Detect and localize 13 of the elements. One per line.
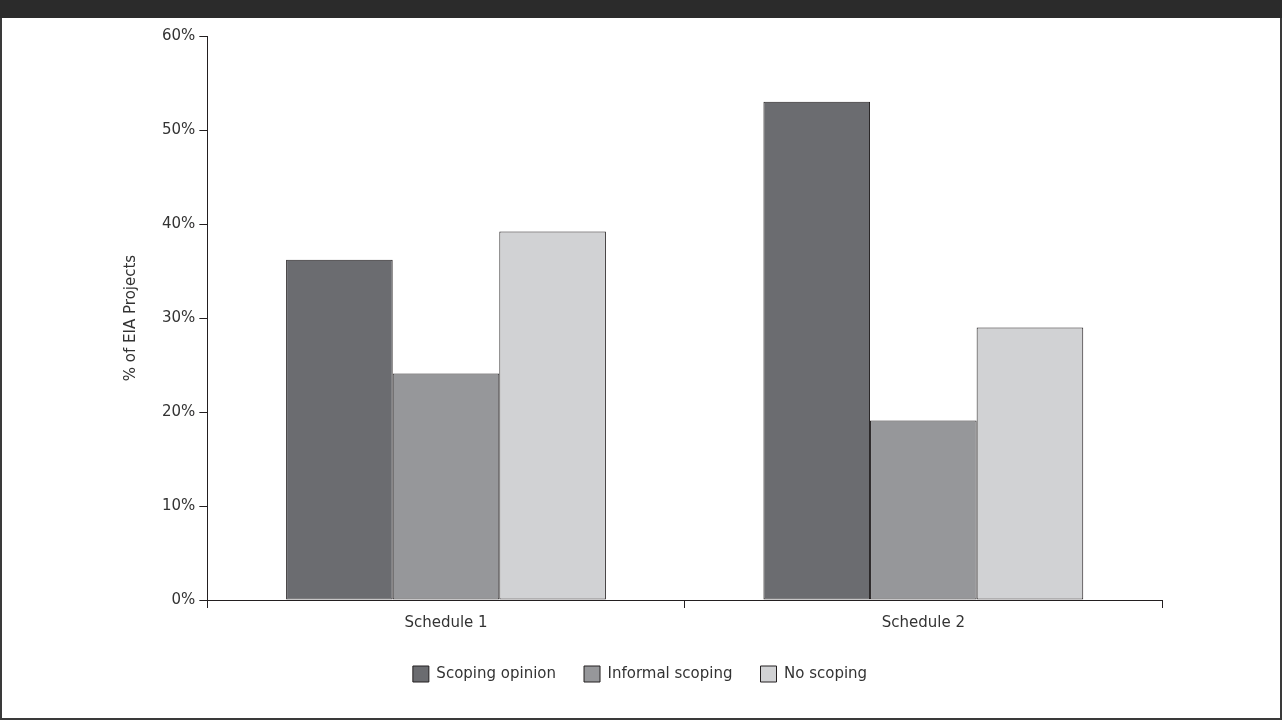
x-tick-label: Schedule 2	[881, 612, 965, 631]
legend-label: No scoping	[784, 663, 868, 682]
legend-label: Informal scoping	[607, 663, 733, 682]
y-tick-label: 10%	[162, 495, 196, 514]
y-tick-label: 40%	[162, 213, 196, 232]
y-tick-label: 60%	[162, 25, 196, 44]
y-tick-label: 0%	[171, 589, 196, 608]
x-tick-label: Schedule 1	[404, 612, 488, 631]
y-axis-title: % of EIA Projects	[120, 254, 139, 382]
legend-label: Scoping opinion	[436, 663, 557, 682]
y-tick-label: 50%	[162, 119, 196, 138]
y-tick-label: 30%	[162, 307, 196, 326]
y-tick-label: 20%	[162, 401, 196, 420]
